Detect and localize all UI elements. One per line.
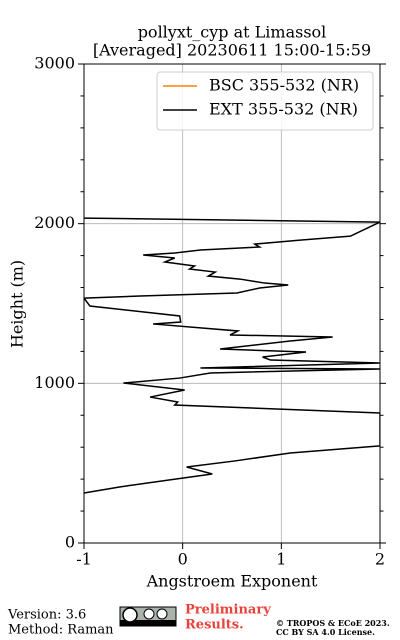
x-axis-label: Angstroem Exponent <box>146 572 318 591</box>
y-tick-label: 3000 <box>34 54 75 73</box>
y-tick-label: 0 <box>65 533 75 552</box>
profile-line <box>84 217 380 494</box>
version: Version: 3.6 <box>7 608 86 623</box>
cc-logo <box>119 606 177 627</box>
method: Method: Raman <box>8 623 114 638</box>
x-tick-label: 1 <box>276 550 286 569</box>
license: CC BY SA 4.0 License. <box>276 627 375 637</box>
legend-box <box>156 71 374 131</box>
preliminary: Preliminary <box>185 603 271 618</box>
plot-frame <box>83 63 381 544</box>
legend-label: EXT 355-532 (NR) <box>209 100 358 119</box>
copyright: © TROPOS & ECoE 2023. <box>276 618 390 628</box>
y-axis-label: Height (m) <box>8 260 27 348</box>
legend-label: BSC 355-532 (NR) <box>209 76 359 95</box>
chart-title: pollyxt_cyp at Limassol <box>138 23 327 42</box>
results: Results. <box>185 618 244 633</box>
x-tick-label: 0 <box>178 550 188 569</box>
y-tick-label: 1000 <box>34 373 75 392</box>
x-tick-label: -1 <box>76 550 92 569</box>
x-tick-label: 2 <box>375 550 385 569</box>
chart-subtitle: [Averaged] 20230611 15:00-15:59 <box>93 41 371 60</box>
y-tick-label: 2000 <box>34 213 75 232</box>
